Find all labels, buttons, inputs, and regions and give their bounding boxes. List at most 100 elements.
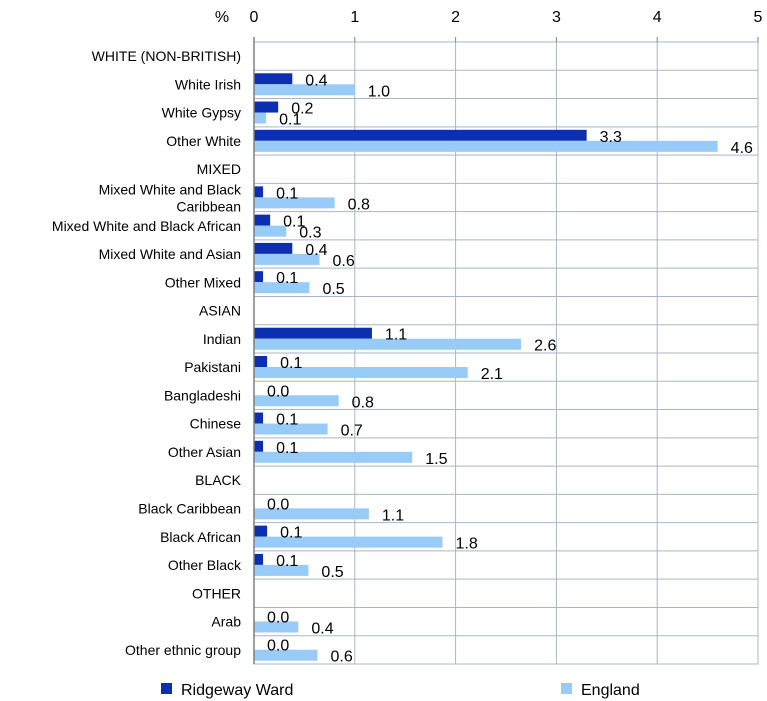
data-label: 1.5: [425, 451, 447, 468]
category-label: BLACK: [195, 472, 242, 488]
bar-ridgeway: [254, 553, 264, 565]
bar-england: [254, 367, 468, 378]
category-label: Other Black: [168, 557, 242, 573]
bar-england: [254, 508, 369, 520]
data-label: 0.1: [279, 112, 301, 129]
category-label: WHITE (NON-BRITISH): [92, 48, 241, 64]
x-tick-label: 4: [653, 9, 662, 26]
category-label: Bangladeshi: [164, 387, 241, 403]
data-label: 0.1: [283, 214, 305, 231]
data-label: 0.1: [276, 270, 298, 287]
bar-england: [254, 253, 320, 265]
category-label: Black Caribbean: [138, 501, 241, 517]
category-label: Pakistani: [184, 359, 241, 375]
bar-england: [254, 338, 522, 350]
data-label: 2.6: [534, 338, 556, 355]
data-label: 0.5: [321, 564, 343, 581]
category-label: Indian: [203, 331, 241, 347]
data-label: 0.0: [267, 609, 289, 626]
category-label: Black African: [160, 529, 241, 545]
bar-ridgeway: [254, 327, 372, 339]
bar-ridgeway: [254, 440, 264, 452]
category-label: White Gypsy: [162, 105, 241, 121]
data-label: 1.1: [382, 507, 404, 524]
bar-ridgeway: [254, 271, 264, 283]
bar-england: [254, 84, 355, 96]
legend-swatch: [561, 683, 572, 694]
data-label: 0.1: [276, 553, 298, 570]
bar-england: [254, 423, 328, 435]
data-label: 2.1: [481, 366, 503, 383]
legend-swatch: [161, 683, 172, 694]
bar-ridgeway: [254, 129, 587, 141]
category-label: ASIAN: [199, 303, 241, 319]
data-labels: 0.40.23.30.10.10.40.11.10.10.00.10.10.00…: [267, 72, 753, 665]
x-tick-label: 3: [552, 9, 561, 26]
x-tick-label: 1: [350, 9, 359, 26]
data-label: 0.1: [276, 412, 298, 429]
category-label: Other ethnic group: [125, 642, 241, 658]
data-label: 0.6: [331, 649, 353, 666]
data-label: 0.0: [267, 383, 289, 400]
data-label: 0.1: [276, 440, 298, 457]
bar-england: [254, 451, 413, 463]
bar-ridgeway: [254, 356, 268, 367]
data-label: 0.0: [267, 496, 289, 513]
data-label: 0.4: [311, 620, 333, 637]
data-label: 3.3: [600, 129, 622, 146]
data-label: 0.4: [305, 72, 327, 89]
data-label: 0.8: [352, 394, 374, 411]
data-label: 0.0: [267, 638, 289, 655]
data-label: 1.1: [385, 327, 407, 344]
data-label: 1.0: [368, 83, 390, 100]
data-label: 4.6: [731, 140, 753, 157]
bar-england: [254, 621, 299, 633]
bar-england: [254, 140, 718, 152]
axes: % 0 1 2 3 4 5: [215, 9, 763, 664]
legend: Ridgeway Ward England: [161, 682, 640, 699]
data-label: 0.7: [341, 423, 363, 440]
data-label: 0.2: [291, 101, 313, 118]
bar-england: [254, 197, 335, 209]
bar-ridgeway: [254, 214, 271, 226]
category-label: Mixed White and Black Caribbean: [99, 182, 242, 215]
bar-ridgeway: [254, 186, 264, 198]
data-label: 0.8: [348, 196, 370, 213]
category-label: Arab: [211, 614, 241, 630]
category-label: Other White: [166, 133, 241, 149]
category-label: Other Mixed: [165, 274, 241, 290]
x-tick-label: 5: [754, 9, 763, 26]
data-label: 0.6: [333, 253, 355, 270]
bar-ridgeway: [254, 101, 279, 113]
category-label: MIXED: [197, 161, 241, 177]
category-label: Other Asian: [168, 444, 241, 460]
bar-ridgeway: [254, 412, 264, 424]
data-label: 0.3: [299, 225, 321, 242]
bar-ridgeway: [254, 242, 293, 254]
data-label: 0.1: [276, 185, 298, 202]
data-label: 0.1: [280, 525, 302, 542]
bar-england: [254, 112, 267, 124]
data-label: 0.1: [280, 355, 302, 372]
category-label-line: Caribbean: [176, 199, 241, 215]
bar-ridgeway: [254, 73, 293, 85]
category-label: Mixed White and Asian: [99, 246, 241, 262]
data-label: 0.4: [305, 242, 327, 259]
category-labels: WHITE (NON-BRITISH) White Irish White Gyps…: [52, 48, 242, 658]
legend-label: England: [581, 682, 640, 699]
unit-label: %: [215, 9, 229, 26]
category-label-line: Mixed White and Black: [99, 182, 242, 198]
grid-lines: [253, 41, 759, 665]
category-label: Chinese: [190, 416, 242, 432]
bar-england: [254, 649, 318, 661]
bar-ridgeway: [254, 525, 268, 537]
bar-england: [254, 564, 309, 576]
x-tick-label: 2: [451, 9, 460, 26]
bars: [254, 73, 718, 661]
bar-england: [254, 536, 443, 548]
category-label: White Irish: [175, 76, 241, 92]
bar-england: [254, 395, 339, 407]
bar-england: [254, 225, 287, 237]
data-label: 1.8: [455, 536, 477, 553]
